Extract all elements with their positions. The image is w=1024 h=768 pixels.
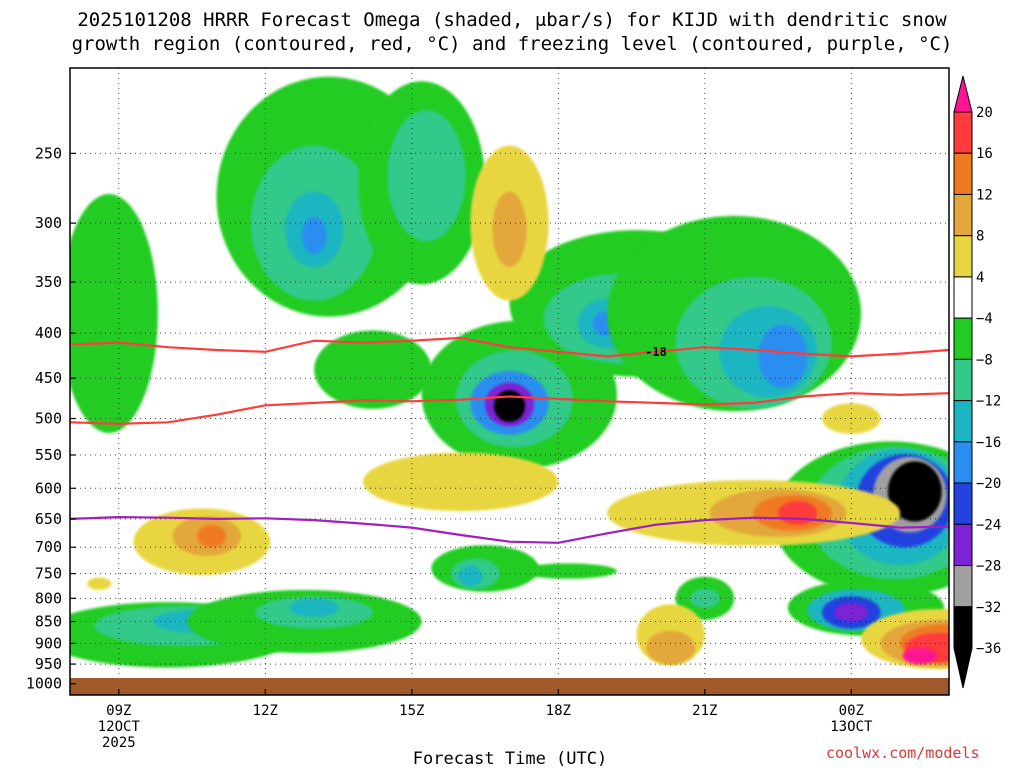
colorbar-label-5: −4 xyxy=(976,311,993,327)
y-tick-label-800: 800 xyxy=(35,589,62,607)
x-tick-label-21-0: 21Z xyxy=(692,703,717,719)
x-tick-label-24-1: 13OCT xyxy=(830,719,873,735)
omega-cell-10 xyxy=(301,217,327,255)
y-tick-label-500: 500 xyxy=(35,410,62,428)
omega-cell-12 xyxy=(387,110,466,242)
omega-cell-29 xyxy=(458,566,483,587)
x-tick-label-9-1: 12OCT xyxy=(98,719,141,735)
y-tick-label-850: 850 xyxy=(35,613,62,631)
plot-frame xyxy=(69,67,950,696)
y-axis: 250 300 350 400 450 500 550 600 650 700 750 800 850 9… xyxy=(26,144,76,693)
colorbar-label-1: 16 xyxy=(976,146,993,162)
y-tick-label-600: 600 xyxy=(35,479,62,497)
colorbar-bottom-arrow xyxy=(953,647,973,689)
y-tick-label-400: 400 xyxy=(35,324,62,342)
omega-cell-48 xyxy=(492,191,527,268)
colorbar-label-8: −16 xyxy=(976,435,1001,451)
omega-cell-30 xyxy=(519,563,617,579)
colorbar-band-12 xyxy=(953,606,973,649)
colorbar-label-13: −36 xyxy=(976,641,1001,657)
colorbar-label-11: −28 xyxy=(976,559,1001,575)
x-tick-label-18-0: 18Z xyxy=(546,703,571,719)
colorbar-label-2: 12 xyxy=(976,187,993,203)
colorbar-band-1 xyxy=(953,152,973,195)
colorbar-band-4 xyxy=(953,276,973,319)
surface-bar xyxy=(70,678,949,695)
colorbar-label-9: −20 xyxy=(976,476,1001,492)
contour-isotherm-dgz-upper xyxy=(70,336,949,358)
x-tick-label-9-0: 09Z xyxy=(106,703,131,719)
omega-cell-13 xyxy=(314,330,432,409)
colorbar-band-9 xyxy=(953,482,973,525)
y-tick-label-950: 950 xyxy=(35,655,62,673)
y-tick-label-300: 300 xyxy=(35,214,62,232)
omega-cell-46 xyxy=(363,452,559,512)
y-tick-label-650: 650 xyxy=(35,510,62,528)
omega-cell-26 xyxy=(758,324,808,388)
colorbar-band-2 xyxy=(953,193,973,237)
colorbar-band-10 xyxy=(953,523,973,567)
colorbar-label-10: −24 xyxy=(976,517,1001,533)
omega-cell-5 xyxy=(289,598,339,618)
omega-cell-45 xyxy=(196,524,227,548)
colorbar-label-7: −12 xyxy=(976,394,1001,410)
colorbar-band-5 xyxy=(953,317,973,360)
colorbar-label-12: −32 xyxy=(976,600,1001,616)
x-axis-label: Forecast Time (UTC) xyxy=(413,749,607,768)
colorbar-label-4: 4 xyxy=(976,270,984,286)
omega-cell-42 xyxy=(834,603,869,622)
x-tick-label-15-0: 15Z xyxy=(399,703,424,719)
omega-cell-38 xyxy=(887,461,942,522)
y-tick-label-450: 450 xyxy=(35,369,62,387)
omega-cell-6 xyxy=(70,194,158,434)
colorbar-band-3 xyxy=(953,235,973,278)
title-line-2: growth region (contoured, red, °C) and f… xyxy=(71,33,953,55)
colorbar: 20 16 12 8 4 −4 −8 −12 −16 −20 −24 −28 −32 −36 xyxy=(953,75,1001,689)
contour-freezing-level xyxy=(70,515,949,544)
omega-cell-60 xyxy=(87,577,112,590)
y-tick-label-350: 350 xyxy=(35,273,62,291)
y-tick-label-750: 750 xyxy=(35,565,62,583)
colorbar-band-11 xyxy=(953,565,973,608)
colorbar-label-0: 20 xyxy=(976,105,993,121)
y-tick-label-1000: 1000 xyxy=(26,675,62,693)
contour-lines: -18 xyxy=(70,336,949,544)
colorbar-top-arrow xyxy=(953,75,973,113)
omega-cell-52 xyxy=(778,501,818,525)
y-tick-label-550: 550 xyxy=(35,446,62,464)
omega-cell-18 xyxy=(493,390,526,422)
omega-cell-59 xyxy=(902,647,937,665)
title-line-1: 2025101208 HRRR Forecast Omega (shaded, … xyxy=(77,9,947,31)
colorbar-label-3: 8 xyxy=(976,229,984,245)
omega-cell-54 xyxy=(646,630,696,665)
y-tick-label-900: 900 xyxy=(35,634,62,652)
y-tick-label-250: 250 xyxy=(35,144,62,162)
colorbar-band-8 xyxy=(953,441,973,484)
y-tick-label-700: 700 xyxy=(35,538,62,556)
contour-isotherm-dgz-lower xyxy=(70,392,949,425)
colorbar-band-7 xyxy=(953,400,973,443)
contour-label-0: -18 xyxy=(645,345,667,359)
x-tick-label-24-0: 00Z xyxy=(839,703,864,719)
credit-link[interactable]: coolwx.com/models xyxy=(826,744,980,762)
colorbar-band-6 xyxy=(953,358,973,402)
chart-title: 2025101208 HRRR Forecast Omega (shaded, … xyxy=(0,8,1024,56)
colorbar-band-0 xyxy=(953,111,973,154)
omega-field xyxy=(70,76,949,670)
x-tick-label-12-0: 12Z xyxy=(253,703,278,719)
x-tick-label-9-2: 2025 xyxy=(102,735,136,751)
colorbar-label-6: −8 xyxy=(976,352,993,368)
